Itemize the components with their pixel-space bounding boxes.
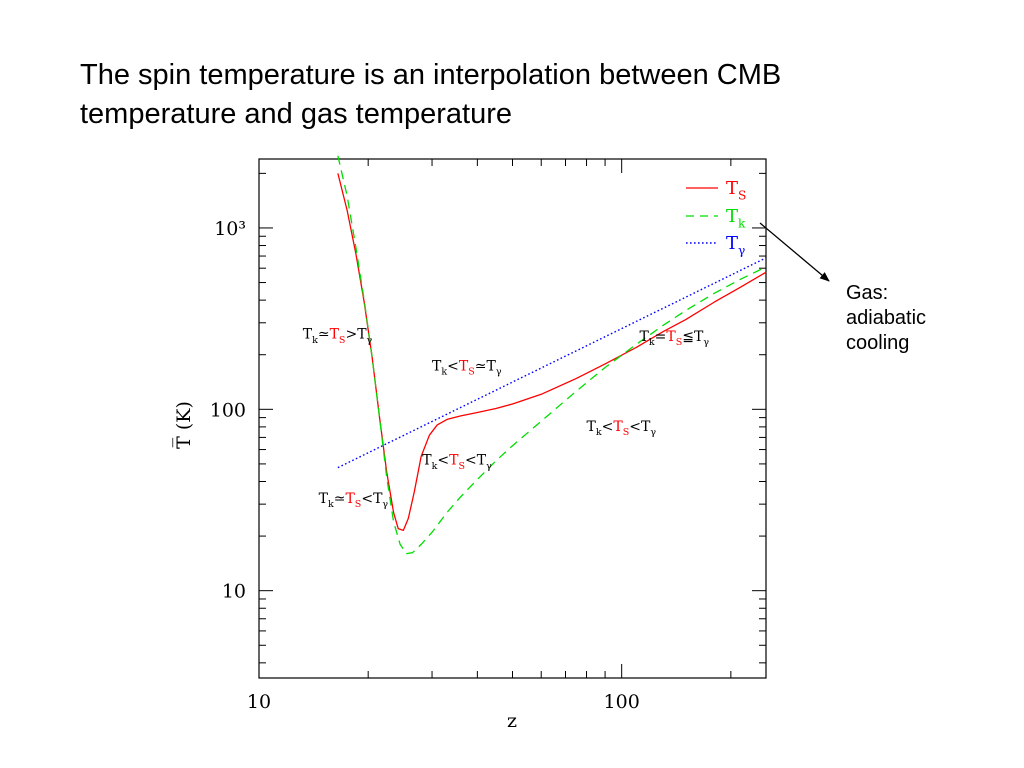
series-line-Ts bbox=[337, 173, 767, 532]
legend-label-Ts: TS bbox=[726, 178, 746, 202]
callout-line1: Gas: bbox=[846, 282, 889, 304]
callout-arrow bbox=[759, 222, 830, 282]
y-tick-label: 100 bbox=[210, 399, 246, 421]
y-tick-label: 10 bbox=[222, 581, 246, 603]
legend: TS Tk Tγ bbox=[686, 178, 746, 257]
region-annotation: Tk=TS≦Tγ bbox=[640, 329, 710, 348]
region-annotation: Tk<TS≃Tγ bbox=[432, 358, 502, 377]
y-axis-label: T̅ (K) bbox=[173, 401, 195, 449]
region-annotation: Tk≃TS<Tγ bbox=[319, 491, 389, 510]
series-line-Tk bbox=[337, 155, 767, 555]
axis-ticks bbox=[258, 159, 766, 678]
chart-labels: 10 100 10 100 10³ z T̅ (K) bbox=[173, 218, 640, 732]
slide-title-line1: The spin temperature is an interpolation… bbox=[80, 59, 782, 91]
slide-title-line2: temperature and gas temperature bbox=[80, 98, 513, 130]
series-line-Tgamma bbox=[337, 257, 767, 469]
callout-line3: cooling bbox=[846, 332, 910, 354]
region-annotation: Tk≃TS>Tγ bbox=[303, 327, 373, 346]
x-tick-label: 100 bbox=[604, 691, 640, 713]
region-annotation: Tk<TS<Tγ bbox=[587, 419, 657, 438]
callout-text: Gas: adiabatic cooling bbox=[846, 281, 926, 356]
plot-frame bbox=[258, 158, 767, 679]
x-axis-label: z bbox=[507, 710, 517, 732]
callout-line2: adiabatic bbox=[846, 307, 927, 329]
slide-title: The spin temperature is an interpolation… bbox=[80, 56, 980, 134]
region-annotation: Tk<TS<Tγ bbox=[422, 453, 492, 472]
legend-label-Tk: Tk bbox=[726, 206, 746, 230]
legend-label-Tgamma: Tγ bbox=[726, 233, 745, 257]
y-tick-label: 10³ bbox=[214, 218, 246, 240]
x-tick-label: 10 bbox=[247, 691, 271, 713]
series-layer bbox=[337, 155, 767, 555]
region-annotations: Tk≃TS>Tγ Tk<TS≃Tγ Tk=TS≦Tγ Tk<TS<Tγ Tk<TS<Tγ… bbox=[303, 327, 710, 510]
